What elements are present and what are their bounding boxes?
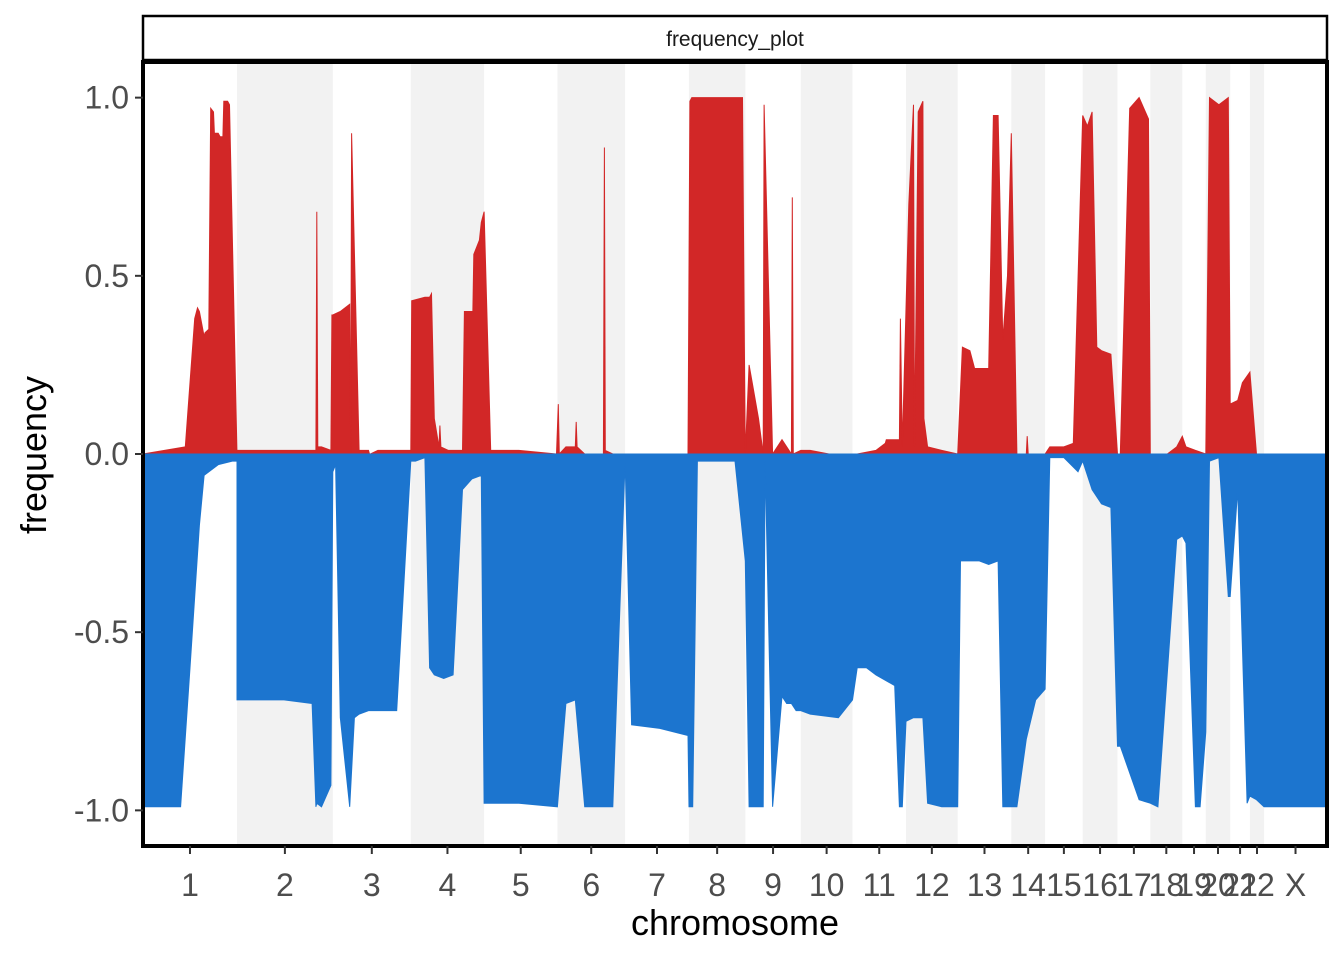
x-tick-label-7: 7 [648, 867, 666, 903]
x-tick-label-22: 22 [1239, 867, 1275, 903]
x-tick-label-8: 8 [708, 867, 726, 903]
y-tick-label: 0.0 [85, 436, 129, 472]
x-tick-label-1: 1 [181, 867, 199, 903]
x-tick-label-18: 18 [1149, 867, 1185, 903]
x-tick-label-9: 9 [764, 867, 782, 903]
x-tick-label-11: 11 [863, 867, 896, 903]
x-tick-label-20: 20 [1200, 867, 1236, 903]
x-tick-label-10: 10 [809, 867, 845, 903]
y-tick-label: -0.5 [74, 614, 129, 650]
x-tick-label-5: 5 [512, 867, 530, 903]
x-tick-label-19: 19 [1176, 867, 1212, 903]
y-tick-label: 0.5 [85, 258, 129, 294]
y-tick-label: 1.0 [85, 80, 129, 116]
x-tick-label-6: 6 [582, 867, 600, 903]
x-tick-label-17: 17 [1116, 867, 1152, 903]
x-tick-label-12: 12 [914, 867, 950, 903]
gain-area [142, 96, 1327, 456]
y-axis: 1.0 0.5 0.0 -0.5 -1.0 [74, 80, 143, 828]
x-tick-label-21: 21 [1222, 867, 1258, 903]
loss-area [142, 453, 1328, 808]
x-tick-label-13: 13 [967, 867, 1003, 903]
x-tick-label-15: 15 [1046, 867, 1082, 903]
y-tick-label: -1.0 [74, 792, 129, 828]
x-tick-label-X: X [1285, 867, 1306, 903]
loss-series-layer [142, 453, 1328, 808]
x-axis-title: chromosome [631, 902, 839, 943]
x-tick-label-14: 14 [1010, 867, 1046, 903]
x-tick-label-3: 3 [363, 867, 381, 903]
facet-strip-title: frequency_plot [666, 28, 804, 51]
x-tick-label-2: 2 [276, 867, 294, 903]
x-tick-label-4: 4 [439, 867, 457, 903]
gain-series-layer [142, 96, 1327, 456]
x-tick-label-16: 16 [1082, 867, 1118, 903]
facet-strip [141, 14, 1329, 62]
y-axis-title: frequency [13, 376, 54, 534]
